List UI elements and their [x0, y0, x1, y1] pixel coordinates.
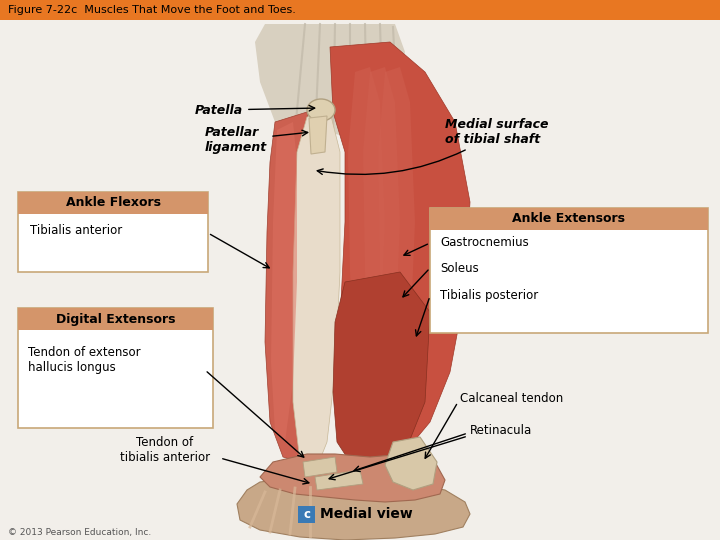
Bar	[18, 192, 208, 214]
Text: Gastrocnemius: Gastrocnemius	[440, 237, 528, 249]
Bar	[430, 208, 708, 333]
Text: Medial view: Medial view	[320, 508, 413, 522]
Bar	[430, 208, 708, 230]
Polygon shape	[255, 24, 405, 142]
Text: © 2013 Pearson Education, Inc.: © 2013 Pearson Education, Inc.	[8, 529, 151, 537]
Polygon shape	[265, 112, 315, 462]
Text: Tendon of
tibialis anterior: Tendon of tibialis anterior	[120, 436, 210, 464]
Bar	[18, 308, 213, 330]
Text: Calcaneal tendon: Calcaneal tendon	[460, 392, 563, 404]
Text: Ankle Extensors: Ankle Extensors	[513, 213, 626, 226]
Text: Tendon of extensor
hallucis longus: Tendon of extensor hallucis longus	[28, 346, 140, 374]
Text: Tibialis anterior: Tibialis anterior	[30, 224, 122, 237]
Text: Digital Extensors: Digital Extensors	[55, 313, 175, 326]
Polygon shape	[303, 457, 337, 477]
Text: Patella: Patella	[195, 104, 315, 117]
Bar	[298, 506, 315, 523]
Polygon shape	[293, 112, 340, 472]
Polygon shape	[333, 272, 430, 467]
Bar	[18, 192, 208, 272]
Ellipse shape	[307, 99, 335, 121]
Bar	[18, 308, 213, 428]
Polygon shape	[330, 42, 470, 467]
Text: Patellar
ligament: Patellar ligament	[205, 126, 307, 154]
Polygon shape	[237, 477, 470, 540]
Polygon shape	[315, 470, 363, 490]
Polygon shape	[260, 454, 445, 502]
Text: Tibialis posterior: Tibialis posterior	[440, 289, 539, 302]
Polygon shape	[271, 122, 297, 442]
Bar	[0, 0, 720, 20]
Polygon shape	[363, 67, 400, 402]
Text: Retinacula: Retinacula	[470, 423, 532, 436]
Polygon shape	[348, 67, 385, 402]
Polygon shape	[385, 437, 437, 490]
Text: Figure 7-22c  Muscles That Move the Foot and Toes.: Figure 7-22c Muscles That Move the Foot …	[8, 5, 296, 15]
Text: Medial surface
of tibial shaft: Medial surface of tibial shaft	[318, 118, 549, 174]
Polygon shape	[378, 67, 415, 402]
Text: Ankle Flexors: Ankle Flexors	[66, 197, 161, 210]
Polygon shape	[309, 116, 327, 154]
Text: c: c	[303, 508, 310, 521]
Text: Soleus: Soleus	[440, 261, 479, 274]
